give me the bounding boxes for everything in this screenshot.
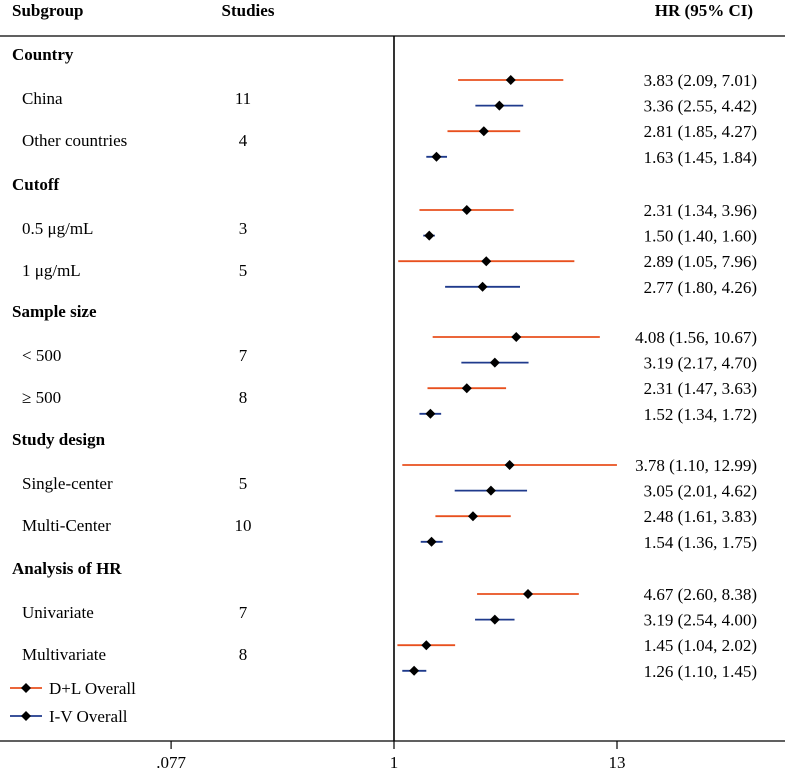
hr-ci-text: 4.67 (2.60, 8.38) <box>644 585 757 604</box>
studies-count: 7 <box>239 346 248 365</box>
x-tick-label: 13 <box>609 753 626 772</box>
point-estimate <box>426 536 437 547</box>
header-subgroup: Subgroup <box>12 1 84 20</box>
studies-count: 11 <box>235 89 251 108</box>
point-estimate <box>467 511 478 522</box>
subgroup-label: 1 μg/mL <box>22 261 81 280</box>
hr-ci-text: 3.83 (2.09, 7.01) <box>644 71 757 90</box>
studies-count: 5 <box>239 261 248 280</box>
legend-label: I-V Overall <box>49 707 128 726</box>
group-title: Study design <box>12 430 106 449</box>
hr-ci-text: 2.77 (1.80, 4.26) <box>644 278 757 297</box>
hr-ci-text: 1.45 (1.04, 2.02) <box>644 636 757 655</box>
subgroup-label: Multivariate <box>22 645 106 664</box>
hr-ci-text: 2.31 (1.34, 3.96) <box>644 201 757 220</box>
subgroup-label: China <box>22 89 63 108</box>
hr-ci-text: 3.19 (2.54, 4.00) <box>644 611 757 630</box>
point-estimate <box>511 332 522 342</box>
point-estimate <box>489 614 500 625</box>
point-estimate <box>431 151 442 162</box>
hr-ci-text: 3.05 (2.01, 4.62) <box>644 482 757 501</box>
legend-marker <box>21 683 31 693</box>
hr-ci-text: 1.26 (1.10, 1.45) <box>644 662 757 681</box>
group-title: Cutoff <box>12 175 60 194</box>
hr-ci-text: 4.08 (1.56, 10.67) <box>635 328 757 347</box>
x-axis-ticks: .077 1 13 <box>156 741 626 772</box>
x-tick-label: .077 <box>156 753 186 772</box>
point-estimate <box>481 256 492 267</box>
point-estimate <box>504 460 515 470</box>
hr-ci-text: 1.54 (1.36, 1.75) <box>644 533 757 552</box>
legend: D+L Overall I-V Overall <box>10 679 136 726</box>
subgroup-label: Multi-Center <box>22 516 111 535</box>
point-estimate <box>421 640 432 651</box>
group-title: Country <box>12 45 74 64</box>
studies-count: 3 <box>239 219 248 238</box>
hr-ci-text: 3.19 (2.17, 4.70) <box>644 354 757 373</box>
point-estimate <box>477 281 488 292</box>
point-estimate <box>478 126 489 137</box>
subgroup-label: Univariate <box>22 603 94 622</box>
hr-ci-text: 1.50 (1.40, 1.60) <box>644 227 757 246</box>
point-estimate <box>522 589 533 599</box>
point-estimate <box>494 100 505 111</box>
studies-count: 10 <box>235 516 252 535</box>
x-tick-label: 1 <box>390 753 399 772</box>
group-title: Sample size <box>12 302 97 321</box>
studies-count: 5 <box>239 474 248 493</box>
subgroup-label: Single-center <box>22 474 113 493</box>
point-estimate <box>485 485 496 496</box>
studies-count: 4 <box>239 131 248 150</box>
hr-ci-text: 2.31 (1.47, 3.63) <box>644 379 757 398</box>
hr-ci-text: 2.89 (1.05, 7.96) <box>644 252 757 271</box>
point-estimate <box>424 230 435 241</box>
studies-count: 8 <box>239 388 248 407</box>
header-studies: Studies <box>222 1 275 20</box>
hr-ci-text: 1.52 (1.34, 1.72) <box>644 405 757 424</box>
studies-count: 8 <box>239 645 248 664</box>
hr-ci-text: 3.78 (1.10, 12.99) <box>635 456 757 475</box>
hr-ci-text: 2.48 (1.61, 3.83) <box>644 507 757 526</box>
point-estimate <box>505 75 516 85</box>
subgroup-label: ≥ 500 <box>22 388 61 407</box>
group-title: Analysis of HR <box>12 559 122 578</box>
hr-ci-text: 3.36 (2.55, 4.42) <box>644 97 757 116</box>
legend-label: D+L Overall <box>49 679 136 698</box>
point-estimate <box>461 383 472 394</box>
header-hr: HR (95% CI) <box>655 1 753 20</box>
plot-rows: Country China 11 3.83 (2.09, 7.01) 3.36 (2.5… <box>12 45 757 681</box>
hr-ci-text: 1.63 (1.45, 1.84) <box>644 148 757 167</box>
legend-marker <box>21 711 31 721</box>
point-estimate <box>425 408 436 419</box>
subgroup-label: Other countries <box>22 131 127 150</box>
studies-count: 7 <box>239 603 248 622</box>
point-estimate <box>409 665 420 676</box>
point-estimate <box>461 205 472 215</box>
point-estimate <box>489 357 500 368</box>
subgroup-label: 0.5 μg/mL <box>22 219 93 238</box>
hr-ci-text: 2.81 (1.85, 4.27) <box>644 122 757 141</box>
subgroup-label: < 500 <box>22 346 61 365</box>
